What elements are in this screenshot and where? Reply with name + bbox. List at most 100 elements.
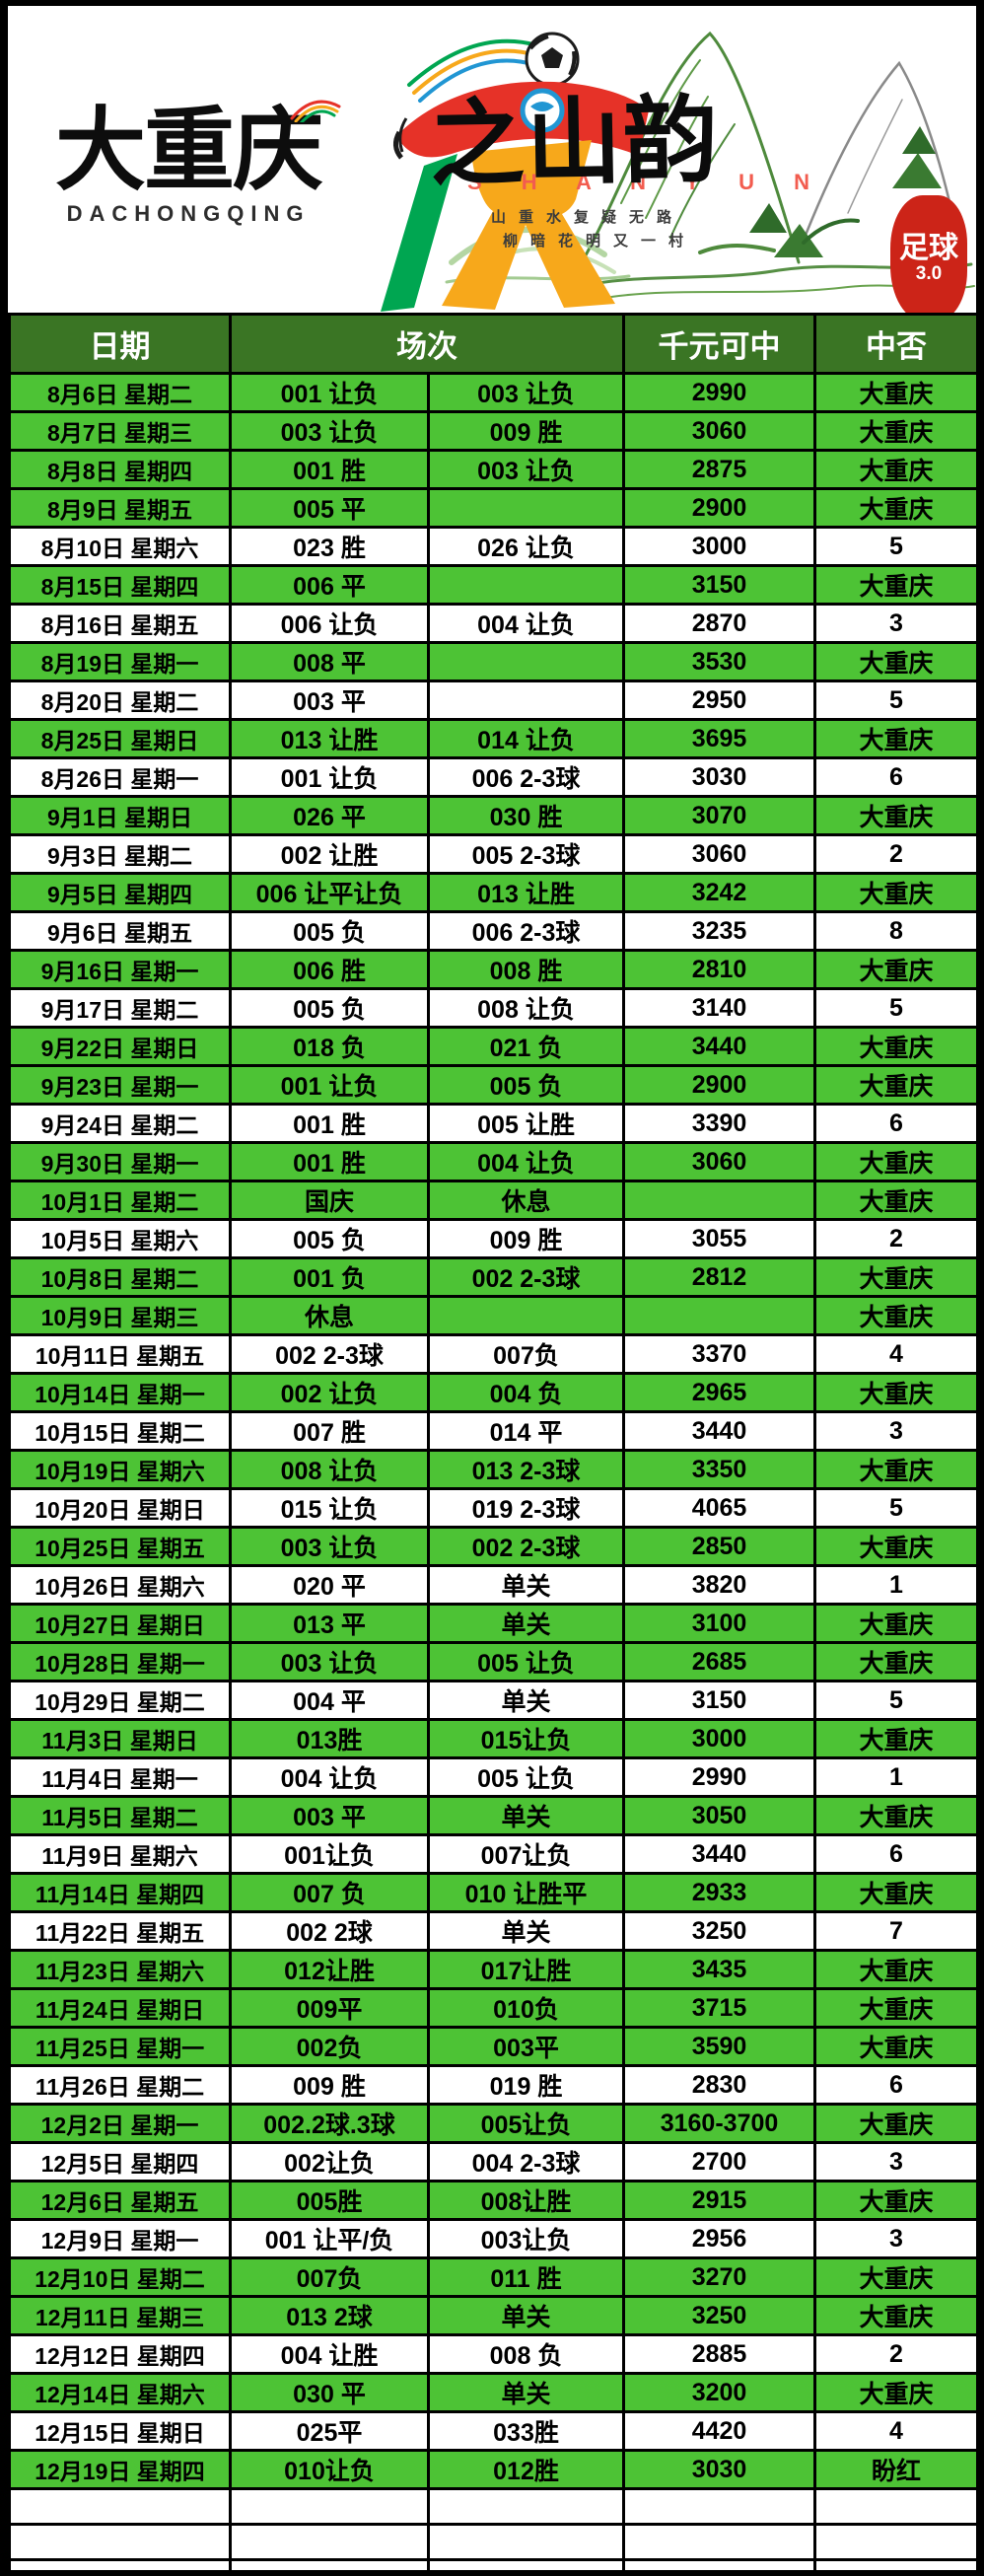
- date-cell: 11月22日 星期五: [8, 1910, 232, 1952]
- result-cell: 大重庆: [813, 2026, 976, 2067]
- match1-cell: 001 胜: [229, 1103, 430, 1144]
- match1-cell: 020 平: [229, 1564, 430, 1606]
- brand-block: 大重庆 DACHONGQING: [55, 100, 341, 227]
- table-row: 10月8日 星期二 001 负 002 2-3球 2812 大重庆: [8, 1256, 976, 1298]
- date-cell-empty: [8, 2487, 232, 2526]
- payout-cell: 2965: [622, 1372, 816, 1413]
- date-cell-empty: [8, 2558, 232, 2570]
- column-header-date: 日期: [8, 313, 232, 375]
- match1-cell: 002.2球.3球: [229, 2103, 430, 2144]
- match2-cell: 单关: [427, 2372, 625, 2413]
- date-cell: 11月14日 星期四: [8, 1872, 232, 1913]
- result-cell: 5: [813, 526, 976, 567]
- match2-cell: 002 2-3球: [427, 1526, 625, 1567]
- table-row: 11月14日 星期四 007 负 010 让胜平 2933 大重庆: [8, 1872, 976, 1913]
- result-cell: 1: [813, 1756, 976, 1798]
- table-row: 10月5日 星期六 005 负 009 胜 3055 2: [8, 1218, 976, 1259]
- date-cell: 8月26日 星期一: [8, 756, 232, 798]
- result-cell: 大重庆: [813, 2180, 976, 2221]
- match2-cell: 006 2-3球: [427, 756, 625, 798]
- result-cell: 大重庆: [813, 1180, 976, 1221]
- date-cell: 12月10日 星期二: [8, 2256, 232, 2298]
- result-cell: 6: [813, 2064, 976, 2106]
- match1-cell: 008 平: [229, 641, 430, 682]
- payout-cell: 3030: [622, 756, 816, 798]
- match2-cell: 008 让负: [427, 987, 625, 1029]
- result-cell: 4: [813, 2410, 976, 2452]
- match2-cell: 单关: [427, 1795, 625, 1836]
- table-row: 11月22日 星期五 002 2球 单关 3250 7: [8, 1910, 976, 1952]
- match1-cell: 008 让负: [229, 1449, 430, 1490]
- result-cell: 大重庆: [813, 1026, 976, 1067]
- match2-cell: 012胜: [427, 2449, 625, 2490]
- result-cell: 大重庆: [813, 1872, 976, 1913]
- table-row: 10月15日 星期二 007 胜 014 平 3440 3: [8, 1410, 976, 1452]
- match1-cell: 001让负: [229, 1833, 430, 1875]
- payout-cell: 3435: [622, 1949, 816, 1990]
- result-cell: 大重庆: [813, 872, 976, 913]
- series-title-en: S H A N Y U N: [467, 170, 827, 194]
- match2-cell: [427, 564, 625, 606]
- match1-cell: 001 胜: [229, 1141, 430, 1182]
- payout-cell: 2685: [622, 1641, 816, 1682]
- table-row: 9月22日 星期日 018 负 021 负 3440 大重庆: [8, 1026, 976, 1067]
- title-block: S H A N Y U N 之山韵 山重水复疑无路 柳暗花明又一村: [429, 84, 809, 253]
- match2-cell: 021 负: [427, 1026, 625, 1067]
- match1-cell: 004 让胜: [229, 2333, 430, 2375]
- match1-cell: 004 平: [229, 1680, 430, 1721]
- match2-cell: 004 2-3球: [427, 2141, 625, 2182]
- payout-cell: 2850: [622, 1526, 816, 1567]
- match1-cell: 012让胜: [229, 1949, 430, 1990]
- result-cell: 5: [813, 680, 976, 721]
- payout-cell: 3250: [622, 1910, 816, 1952]
- table-row: 12月11日 星期三 013 2球 单关 3250 大重庆: [8, 2295, 976, 2336]
- payout-cell: 2885: [622, 2333, 816, 2375]
- match2-cell: 005 让负: [427, 1756, 625, 1798]
- match1-cell: 002 让胜: [229, 833, 430, 875]
- results-table: 日期 场次 千元可中 中否 8月6日 星期二 001 让负 003 让负 2990 大重…: [8, 313, 976, 2570]
- table-row: 10月28日 星期一 003 让负 005 让负 2685 大重庆: [8, 1641, 976, 1682]
- header-banner: 大重庆 DACHONGQING S H A N Y U N 之山韵: [8, 6, 976, 313]
- match2-cell: 002 2-3球: [427, 1256, 625, 1298]
- table-row: 10月9日 星期三 休息 大重庆: [8, 1295, 976, 1336]
- result-cell: 6: [813, 756, 976, 798]
- payout-cell: 3390: [622, 1103, 816, 1144]
- match1-cell: 007 负: [229, 1872, 430, 1913]
- date-cell: 12月9日 星期一: [8, 2218, 232, 2259]
- result-cell: 大重庆: [813, 2103, 976, 2144]
- date-cell-empty: [8, 2523, 232, 2561]
- payout-cell: 2933: [622, 1872, 816, 1913]
- match2-cell: 005 负: [427, 1064, 625, 1106]
- result-cell: 大重庆: [813, 372, 976, 413]
- match1-cell: 003 让负: [229, 410, 430, 452]
- payout-cell: 3060: [622, 833, 816, 875]
- match2-cell: 019 2-3球: [427, 1487, 625, 1529]
- date-cell: 9月22日 星期日: [8, 1026, 232, 1067]
- date-cell: 8月8日 星期四: [8, 449, 232, 490]
- empty-table-row: [8, 2558, 976, 2570]
- table-row: 8月8日 星期四 001 胜 003 让负 2875 大重庆: [8, 449, 976, 490]
- table-row: 11月25日 星期一 002负 003平 3590 大重庆: [8, 2026, 976, 2067]
- payout-cell: 3270: [622, 2256, 816, 2298]
- match2-cell: 005 2-3球: [427, 833, 625, 875]
- match2-cell: 010负: [427, 1987, 625, 2029]
- date-cell: 8月20日 星期二: [8, 680, 232, 721]
- result-cell: 盼红: [813, 2449, 976, 2490]
- date-cell: 8月15日 星期四: [8, 564, 232, 606]
- match1-cell: 004 让负: [229, 1756, 430, 1798]
- table-header-row: 日期 场次 千元可中 中否: [8, 313, 976, 375]
- table-row: 9月24日 星期二 001 胜 005 让胜 3390 6: [8, 1103, 976, 1144]
- match1-cell: 005 平: [229, 487, 430, 529]
- payout-cell: 2950: [622, 680, 816, 721]
- date-cell: 11月3日 星期日: [8, 1718, 232, 1759]
- match2-cell: 006 2-3球: [427, 910, 625, 952]
- table-row: 9月23日 星期一 001 让负 005 负 2900 大重庆: [8, 1064, 976, 1106]
- table-row: 12月19日 星期四 010让负 012胜 3030 盼红: [8, 2449, 976, 2490]
- result-cell: 大重庆: [813, 1526, 976, 1567]
- table-row: 12月9日 星期一 001 让平/负 003让负 2956 3: [8, 2218, 976, 2259]
- payout-cell: 2830: [622, 2064, 816, 2106]
- match2-cell: [427, 1295, 625, 1336]
- result-cell: 6: [813, 1833, 976, 1875]
- date-cell: 9月16日 星期一: [8, 949, 232, 990]
- date-cell: 12月6日 星期五: [8, 2180, 232, 2221]
